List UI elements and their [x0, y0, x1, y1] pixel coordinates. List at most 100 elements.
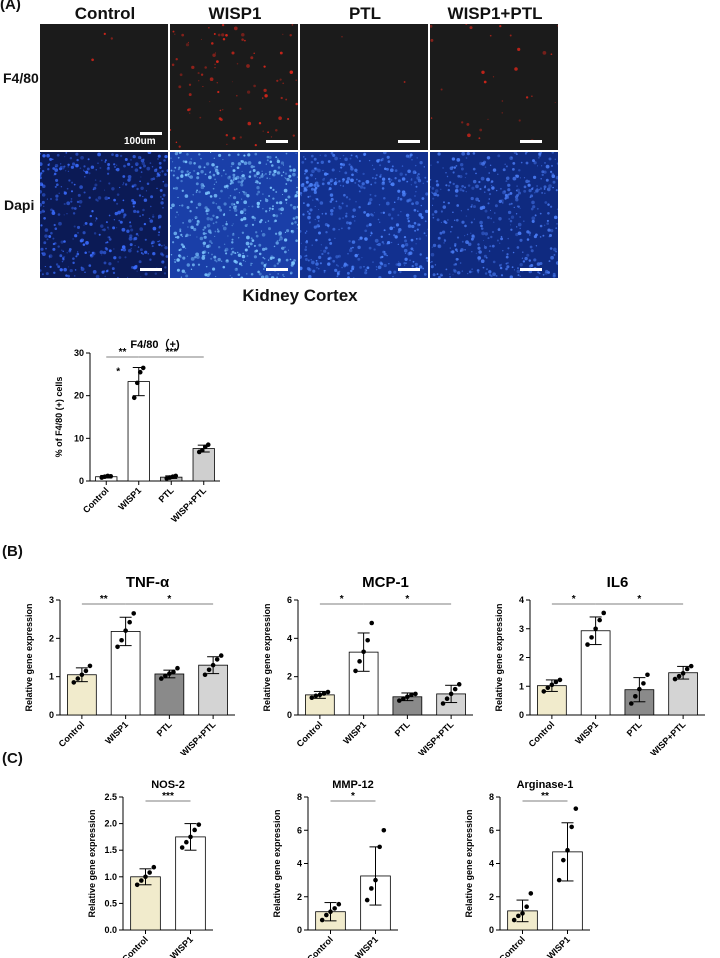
data-point	[139, 878, 144, 883]
column-header-wisp1-ptl: WISP1+PTL	[447, 4, 543, 23]
y-axis-label: % of F4/80 (+) cells	[54, 377, 64, 458]
y-tick-label: 10	[74, 433, 84, 443]
panel-label-a: (A)	[0, 0, 21, 13]
data-point	[134, 380, 140, 386]
data-point	[557, 677, 563, 683]
data-point	[373, 877, 378, 883]
x-tick-label: WISP1	[103, 719, 130, 746]
data-point	[589, 635, 594, 640]
y-tick-label: 3	[49, 595, 54, 605]
significance-label: *	[116, 366, 120, 377]
data-point	[71, 680, 77, 685]
y-tick-label: 0	[49, 710, 54, 720]
x-tick-label: Control	[527, 719, 557, 749]
data-point	[524, 904, 529, 910]
y-tick-label: 0	[297, 925, 302, 935]
y-axis-label: Relative gene expression	[494, 603, 504, 711]
fluorescence-image	[170, 24, 298, 150]
data-point	[179, 845, 185, 850]
micrograph-dapi-wisp1	[170, 152, 298, 278]
y-tick-label: 1	[519, 681, 524, 691]
chart-title: MCP-1	[362, 574, 409, 591]
bar	[668, 672, 698, 716]
x-tick-label: Control	[497, 934, 527, 958]
y-tick-label: 20	[74, 391, 84, 401]
column-header-control: Control	[74, 4, 136, 23]
fluorescence-image	[40, 152, 168, 278]
data-point	[401, 696, 406, 702]
y-tick-label: 4	[489, 859, 494, 869]
data-point	[167, 671, 172, 676]
x-tick-label: PTL	[157, 485, 176, 504]
significance-label: *	[637, 594, 641, 605]
data-point	[137, 369, 143, 375]
row-label-f480: F4/80	[3, 70, 39, 86]
data-point	[321, 691, 327, 696]
y-tick-label: 2	[49, 633, 54, 643]
bar	[175, 836, 206, 931]
data-point	[381, 827, 387, 833]
y-tick-label: 6	[297, 825, 302, 835]
bar	[154, 673, 185, 716]
y-tick-label: 8	[489, 792, 494, 802]
data-point	[163, 673, 168, 679]
x-tick-label: WISP+PTL	[648, 719, 687, 755]
x-tick-label: WISP1	[168, 934, 195, 958]
data-point	[444, 696, 450, 702]
data-point	[319, 917, 325, 923]
fluorescence-image	[300, 152, 428, 278]
data-point	[565, 847, 570, 853]
x-tick-label: Control	[81, 485, 111, 515]
data-point	[528, 891, 534, 896]
data-point	[556, 877, 562, 883]
y-axis-label: Relative gene expression	[272, 809, 282, 917]
data-point	[553, 679, 559, 685]
data-point	[676, 673, 682, 679]
data-point	[147, 870, 152, 875]
chart-title: IL6	[607, 574, 629, 591]
data-point	[205, 442, 211, 448]
column-header-ptl: PTL	[348, 4, 382, 23]
data-point	[645, 672, 650, 678]
data-point	[309, 695, 315, 701]
data-point	[123, 628, 128, 633]
x-tick-label: Control	[120, 934, 150, 958]
significance-label: **	[119, 347, 127, 358]
data-point	[325, 689, 331, 695]
data-point	[108, 474, 114, 479]
chart-arginase-1: Arginase-1 Relative gene expression 0 2 4 6 8 C…	[464, 779, 590, 958]
y-tick-label: 1.5	[104, 845, 117, 855]
x-tick-label: WISP1	[341, 719, 368, 746]
significance-label: ***	[162, 791, 174, 802]
data-point	[134, 882, 140, 888]
y-tick-label: 4	[287, 633, 292, 643]
data-point	[196, 822, 202, 827]
x-tick-label: PTL	[393, 719, 412, 738]
data-point	[313, 693, 319, 699]
fluorescence-image	[40, 24, 168, 150]
chart-title: TNF-α	[126, 574, 170, 591]
chart-title: MMP-12	[332, 779, 374, 791]
data-point	[601, 610, 607, 616]
micrograph-dapi-control	[40, 152, 168, 278]
y-tick-label: 0	[519, 710, 524, 720]
chart-nos-2: NOS-2 Relative gene expression 0.0 0.5 1.0 1.…	[87, 779, 213, 958]
y-tick-label: 3	[519, 624, 524, 634]
data-point	[688, 663, 694, 669]
data-point	[336, 901, 342, 907]
data-point	[214, 657, 220, 662]
data-point	[637, 686, 642, 692]
y-tick-label: 0.5	[104, 898, 117, 908]
data-point	[175, 665, 180, 671]
significance-label: *	[340, 594, 344, 605]
column-header-wisp1: WISP1	[208, 4, 262, 23]
chart-mcp-1: MCP-1 Relative gene expression 0 2 4 6 Control…	[262, 574, 473, 755]
chart-f480: F4/80（+) % of F4/80 (+) cells 0 10 20 30 Contr…	[54, 338, 220, 524]
data-point	[448, 691, 454, 697]
data-point	[405, 694, 410, 700]
y-tick-label: 6	[489, 825, 494, 835]
fluorescence-image	[170, 152, 298, 278]
y-tick-label: 2.0	[104, 819, 117, 829]
data-point	[158, 676, 164, 681]
x-tick-label: WISP+PTL	[416, 719, 455, 755]
